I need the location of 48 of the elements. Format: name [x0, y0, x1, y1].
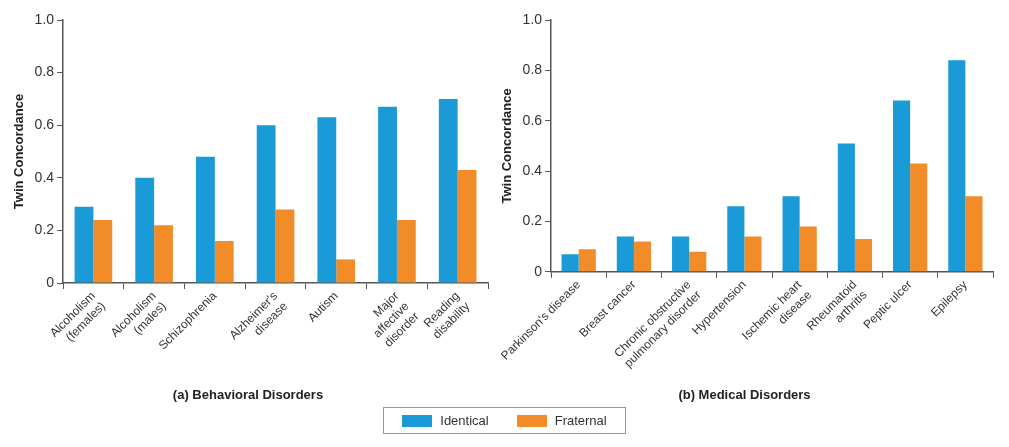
- bar: [93, 219, 113, 283]
- bar: [578, 249, 596, 272]
- bar: [256, 125, 276, 283]
- legend-label: Fraternal: [553, 413, 607, 428]
- y-tick-label: 0.4: [34, 168, 55, 185]
- y-tick-label: 1.0: [34, 10, 55, 27]
- bar: [727, 206, 745, 272]
- bar: [689, 251, 707, 272]
- bar: [457, 169, 477, 283]
- y-tick-label: 0.8: [34, 63, 55, 80]
- bar: [799, 226, 817, 272]
- bar: [910, 163, 928, 272]
- bar: [214, 240, 234, 283]
- bar: [438, 98, 458, 283]
- text: (a) Behavioral Disorders: [172, 386, 324, 402]
- bar: [633, 241, 652, 272]
- bar: [317, 117, 337, 283]
- y-tick-label: 1.0: [522, 10, 543, 27]
- bar: [275, 209, 295, 283]
- legend-label: Identical: [439, 413, 489, 428]
- bar: [616, 236, 634, 272]
- bar: [948, 60, 966, 272]
- y-tick-label: 0.4: [522, 161, 543, 178]
- y-tick-label: 0.2: [34, 221, 55, 238]
- bar: [74, 206, 94, 283]
- bar: [135, 177, 155, 283]
- bar: [561, 254, 579, 272]
- bar: [744, 236, 762, 272]
- y-tick-label: 0.6: [522, 111, 543, 128]
- bar: [965, 196, 983, 272]
- bar: [837, 143, 855, 272]
- bar: [782, 196, 800, 272]
- y-tick-label: 0: [534, 262, 543, 279]
- y-tick-label: 0.2: [522, 212, 543, 229]
- bar: [854, 239, 873, 272]
- text: (b) Medical Disorders: [678, 386, 811, 402]
- bar: [378, 106, 397, 283]
- bar: [154, 225, 173, 283]
- y-axis-title: Twin Concordance: [499, 88, 515, 204]
- bar: [672, 236, 690, 272]
- bar: [893, 100, 911, 272]
- y-tick-label: 0.6: [34, 116, 55, 133]
- bar: [196, 156, 215, 283]
- bar: [396, 219, 416, 283]
- bar: [336, 259, 356, 283]
- y-axis-title: Twin Concordance: [11, 93, 27, 210]
- y-tick-label: 0.8: [522, 61, 543, 78]
- y-tick-label: 0: [46, 273, 55, 290]
